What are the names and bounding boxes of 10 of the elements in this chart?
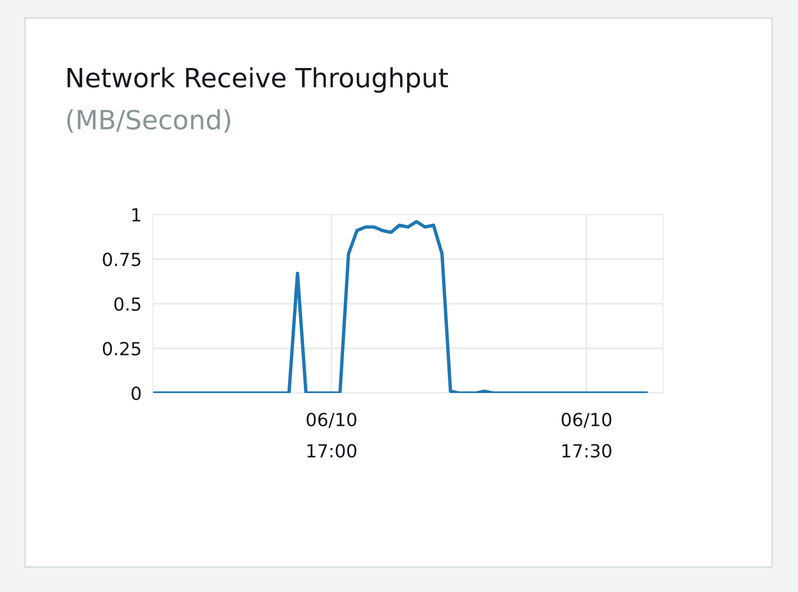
chart-subtitle: (MB/Second) <box>67 109 230 133</box>
y-tick-label: 0.5 <box>114 297 140 311</box>
x-tick-label: 06/10 17:00 <box>306 412 356 458</box>
y-tick-label: 0.25 <box>102 342 140 356</box>
chart-title: Network Receive Throughput <box>68 67 448 93</box>
y-tick-label: 0 <box>132 386 141 400</box>
y-tick-label: 0.75 <box>102 252 140 266</box>
line-series <box>153 220 648 393</box>
y-tick-label: 1 <box>132 208 140 222</box>
x-tick-label: 06/10 17:30 <box>562 412 612 458</box>
